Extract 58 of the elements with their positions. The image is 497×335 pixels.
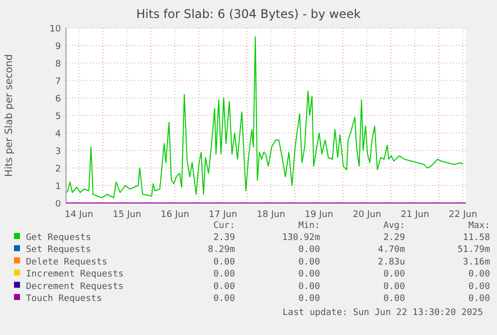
text: 0.00 xyxy=(213,282,235,292)
text: Avg: xyxy=(383,221,405,231)
text: 2.83u xyxy=(378,257,405,268)
text: 0.00 xyxy=(298,245,320,256)
text: Cur: xyxy=(213,221,235,231)
chart-title: Hits for Slab: 6 (304 Bytes) - by week xyxy=(136,7,361,21)
y-tick-label: 8 xyxy=(55,60,62,70)
y-axis-title: Hits per Slab per second xyxy=(4,54,15,177)
x-tick-label: 14 Jun xyxy=(64,210,94,220)
text: 8.29m xyxy=(208,245,235,256)
text: 0.00 xyxy=(468,270,490,280)
y-tick-label: 6 xyxy=(55,94,62,104)
text: 0.00 xyxy=(468,294,490,304)
legend-label: Get Requests xyxy=(26,233,92,243)
x-tick-label: 18 Jun xyxy=(256,210,286,220)
text: 2.39 xyxy=(213,233,235,243)
text: 0.00 xyxy=(383,282,405,292)
text: 0.00 xyxy=(298,282,320,292)
text: 0.00 xyxy=(213,270,235,280)
line-series xyxy=(66,36,464,198)
text: 0.00 xyxy=(298,270,320,280)
text: 0.00 xyxy=(298,294,320,304)
text: 2.29 xyxy=(383,233,405,243)
y-tick-label: 5 xyxy=(55,112,61,122)
text: 11.58 xyxy=(462,233,490,243)
y-tick-label: 7 xyxy=(55,77,61,87)
text: Last update: Sun Jun 22 13:30:20 2025 xyxy=(282,308,483,318)
x-tick-label: 22 Jun xyxy=(448,210,478,220)
legend-label: Delete Requests xyxy=(26,257,108,268)
x-tick-label: 15 Jun xyxy=(112,210,142,220)
text: 0.00 xyxy=(213,294,235,304)
legend-label: Set Requests xyxy=(26,245,92,256)
text: Min: xyxy=(298,221,320,231)
y-tick-label: 9 xyxy=(55,42,62,52)
y-tick-label: 10 xyxy=(50,24,62,34)
text: 130.92m xyxy=(282,233,320,243)
text: 51.79m xyxy=(457,245,490,256)
text: 0.00 xyxy=(383,294,405,304)
x-tick-label: 20 Jun xyxy=(352,210,382,220)
legend-label: Increment Requests xyxy=(26,270,124,280)
y-tick-label: 1 xyxy=(55,182,61,192)
y-tick-label: 4 xyxy=(55,130,62,140)
text: 0.00 xyxy=(213,257,235,268)
y-tick-label: 2 xyxy=(55,164,61,174)
x-tick-label: 17 Jun xyxy=(208,210,238,220)
text: 0.00 xyxy=(298,257,320,268)
y-tick-label: 0 xyxy=(55,200,62,210)
x-tick-label: 21 Jun xyxy=(400,210,430,220)
text: 3.16m xyxy=(462,257,490,268)
x-tick-label: 19 Jun xyxy=(304,210,334,220)
text: 0.00 xyxy=(468,282,490,292)
legend-label: Touch Requests xyxy=(26,294,102,304)
y-tick-label: 3 xyxy=(55,147,61,157)
text: 4.70m xyxy=(378,245,405,256)
legend-label: Decrement Requests xyxy=(26,282,124,292)
x-tick-label: 16 Jun xyxy=(160,210,190,220)
text: Max: xyxy=(468,221,490,231)
text: 0.00 xyxy=(383,270,405,280)
